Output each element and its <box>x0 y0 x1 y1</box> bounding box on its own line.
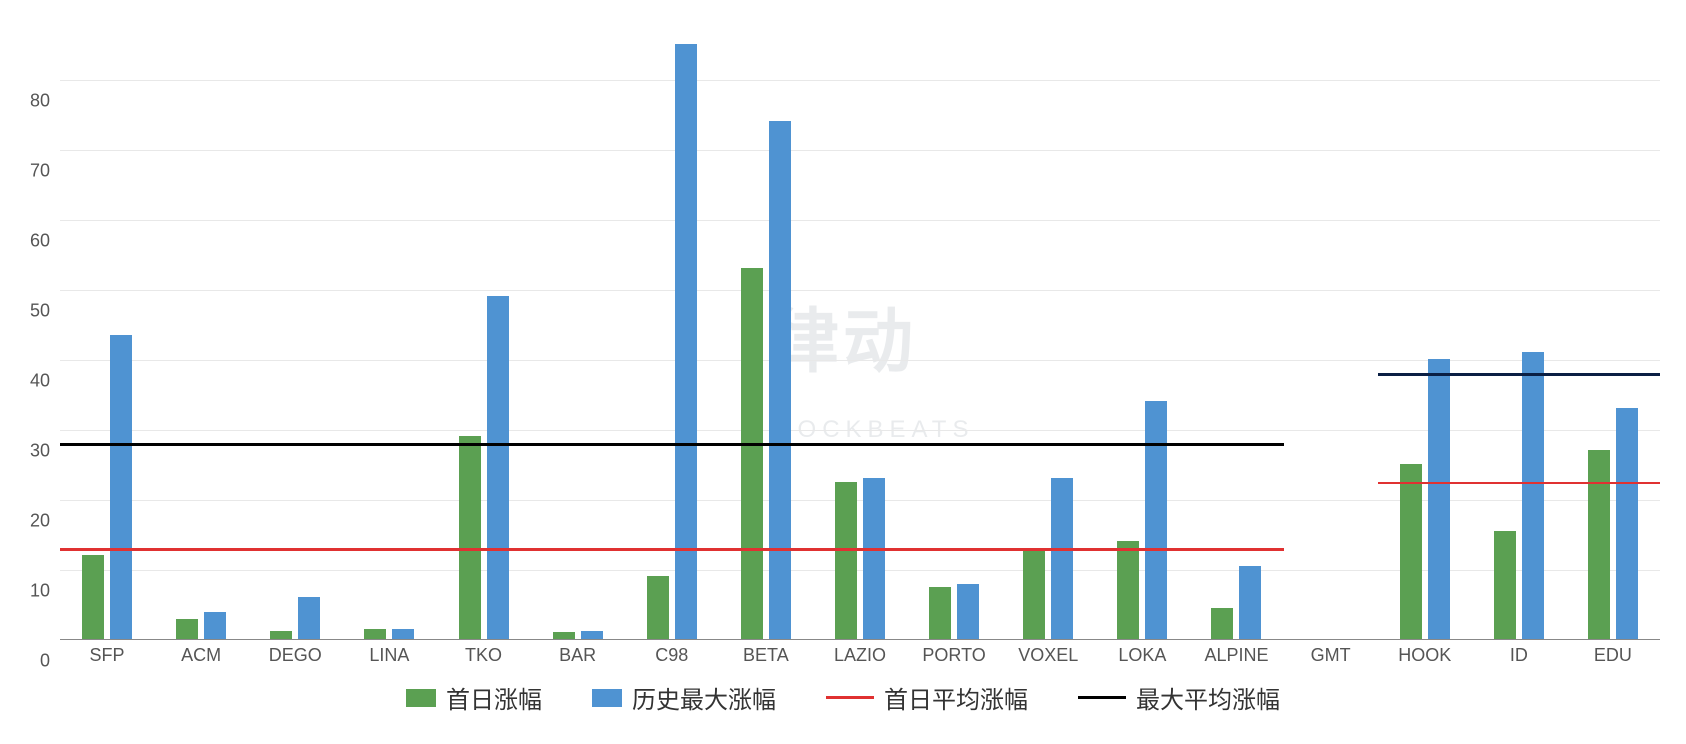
x-tick-label: LINA <box>369 645 409 666</box>
legend-swatch-avg-max <box>1078 696 1126 699</box>
legend-item-first-day: 首日涨幅 <box>406 680 542 715</box>
gridline <box>60 80 1660 81</box>
y-tick-label: 20 <box>10 511 50 532</box>
y-tick-label: 50 <box>10 301 50 322</box>
bar <box>835 482 857 640</box>
gridline <box>60 220 1660 221</box>
plot-area <box>60 10 1660 640</box>
bar <box>1051 478 1073 639</box>
legend-item-max-history: 历史最大涨幅 <box>592 680 776 715</box>
bar <box>270 631 292 639</box>
bar <box>1239 566 1261 640</box>
bar <box>957 584 979 639</box>
legend-item-avg-max: 最大平均涨幅 <box>1078 680 1280 715</box>
x-tick-label: C98 <box>655 645 688 666</box>
bar <box>553 632 575 639</box>
bar <box>1428 359 1450 639</box>
bar <box>1117 541 1139 639</box>
chart-container: 律动 LOCKBEATS 01020304050607080 SFPACMDEG… <box>10 10 1676 734</box>
x-tick-label: GMT <box>1311 645 1351 666</box>
bar <box>741 268 763 639</box>
bar <box>1145 401 1167 639</box>
y-tick-label: 10 <box>10 581 50 602</box>
x-tick-label: ALPINE <box>1204 645 1268 666</box>
bar <box>1616 408 1638 639</box>
bar <box>487 296 509 639</box>
bar <box>1522 352 1544 639</box>
x-tick-label: LAZIO <box>834 645 886 666</box>
bar <box>82 555 104 639</box>
x-tick-label: SFP <box>90 645 125 666</box>
x-tick-label: PORTO <box>922 645 985 666</box>
bar <box>392 629 414 640</box>
legend-item-avg-first-day: 首日平均涨幅 <box>826 680 1028 715</box>
x-tick-label: BETA <box>743 645 789 666</box>
y-tick-label: 30 <box>10 441 50 462</box>
bar <box>647 576 669 639</box>
legend-label-max-history: 历史最大涨幅 <box>632 680 776 715</box>
gridline <box>60 150 1660 151</box>
bar <box>298 597 320 639</box>
reference-line <box>1378 373 1660 376</box>
legend-swatch-max-history <box>592 689 622 707</box>
bar <box>1211 608 1233 640</box>
bar <box>581 631 603 639</box>
reference-line <box>60 548 1284 551</box>
bar <box>1023 548 1045 639</box>
bar <box>1400 464 1422 639</box>
bar <box>1494 531 1516 640</box>
bar <box>863 478 885 639</box>
legend: 首日涨幅 历史最大涨幅 首日平均涨幅 最大平均涨幅 <box>10 680 1676 715</box>
bar <box>769 121 791 639</box>
gridline <box>60 430 1660 431</box>
x-tick-label: ACM <box>181 645 221 666</box>
y-tick-label: 70 <box>10 161 50 182</box>
x-tick-label: LOKA <box>1118 645 1166 666</box>
legend-label-avg-first-day: 首日平均涨幅 <box>884 680 1028 715</box>
bar <box>176 619 198 639</box>
x-tick-label: HOOK <box>1398 645 1451 666</box>
legend-swatch-avg-first-day <box>826 696 874 699</box>
y-tick-label: 80 <box>10 91 50 112</box>
y-tick-label: 40 <box>10 371 50 392</box>
bar <box>929 587 951 640</box>
reference-line <box>1378 482 1660 485</box>
x-tick-label: VOXEL <box>1018 645 1078 666</box>
bar <box>364 629 386 640</box>
bar <box>204 612 226 639</box>
x-tick-label: ID <box>1510 645 1528 666</box>
bar <box>110 335 132 640</box>
x-tick-label: TKO <box>465 645 502 666</box>
x-axis: SFP ACM DEGO LINA TKO BAR C98 BETA LAZIO PORTO VOX… <box>60 645 1660 675</box>
bar <box>1588 450 1610 639</box>
gridline <box>60 290 1660 291</box>
legend-label-avg-max: 最大平均涨幅 <box>1136 680 1280 715</box>
legend-label-first-day: 首日涨幅 <box>446 680 542 715</box>
legend-swatch-first-day <box>406 689 436 707</box>
y-tick-label: 0 <box>10 651 50 672</box>
gridline <box>60 360 1660 361</box>
y-tick-label: 60 <box>10 231 50 252</box>
x-tick-label: EDU <box>1594 645 1632 666</box>
x-tick-label: BAR <box>559 645 596 666</box>
reference-line <box>60 443 1284 446</box>
x-tick-label: DEGO <box>269 645 322 666</box>
bar <box>459 436 481 639</box>
